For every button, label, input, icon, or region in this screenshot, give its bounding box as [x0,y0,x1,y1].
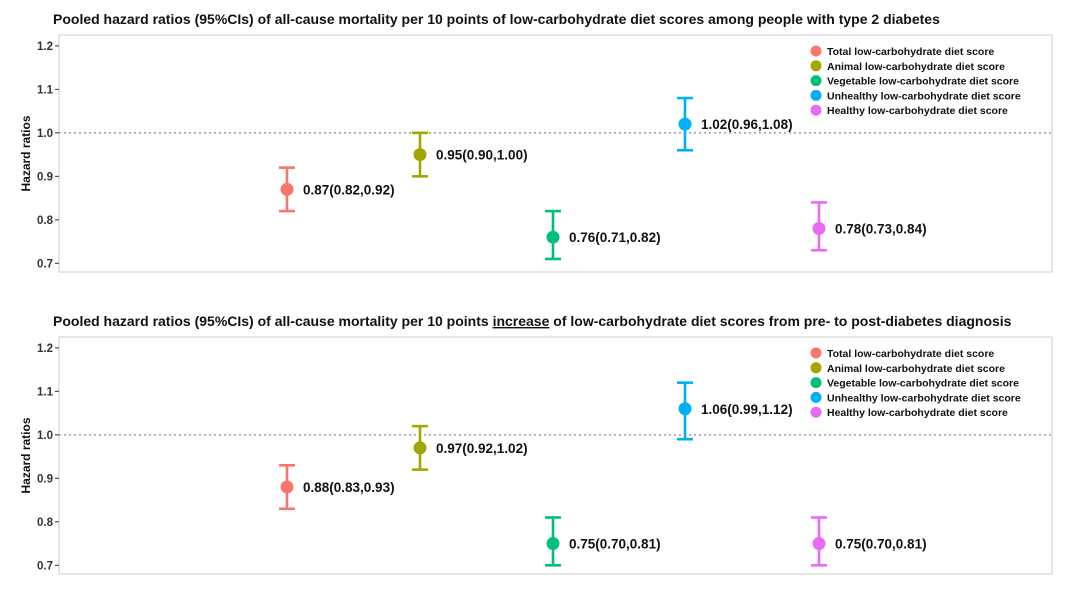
y-axis-label: Hazard ratios [19,115,33,191]
legend-marker [810,89,822,101]
estimate-2: 0.75(0.70,0.81) [545,516,661,567]
y-tick-label: 1.0 [37,128,53,140]
legend-marker [810,406,822,418]
y-tick-label: 0.7 [37,258,53,270]
point-estimate [546,230,560,244]
legend-entry: Animal low-carbohydrate diet score [827,363,1005,375]
point-estimate [678,402,692,416]
legend-entry: Unhealthy low-carbohydrate diet score [827,392,1021,404]
y-tick-label: 0.9 [37,171,53,183]
y-tick-label: 1.1 [37,386,54,398]
point-estimate [413,441,427,455]
legend-marker [810,362,822,374]
estimate-2: 0.76(0.71,0.82) [545,209,661,261]
legend-marker [810,75,822,87]
data-label: 0.87(0.82,0.92) [303,182,395,197]
y-tick-label: 1.2 [37,343,53,355]
chart-title-underlined: increase [493,313,550,329]
data-label: 1.02(0.96,1.08) [701,117,793,132]
data-label: 0.76(0.71,0.82) [569,230,661,245]
y-tick-label: 0.7 [37,560,53,572]
chart-title: Pooled hazard ratios (95%CIs) of all-cau… [53,11,940,27]
legend-entry: Animal low-carbohydrate diet score [827,61,1005,73]
legend-marker [810,45,822,57]
y-tick-label: 0.8 [37,517,54,529]
panel-score-increase: Pooled hazard ratios (95%CIs) of all-cau… [19,313,1053,575]
point-estimate [280,480,294,494]
legend-entry: Healthy low-carbohydrate diet score [827,105,1008,117]
legend-entry: Unhealthy low-carbohydrate diet score [827,90,1021,102]
point-estimate [678,117,692,131]
y-tick-label: 1.0 [37,430,53,442]
y-tick-label: 1.1 [37,84,54,96]
legend-entry: Total low-carbohydrate diet score [827,348,994,360]
point-estimate [812,222,826,236]
legend-marker [810,60,822,72]
legend-marker [810,347,822,359]
plot-frame [58,336,1053,575]
data-label: 0.75(0.70,0.81) [835,537,927,552]
point-estimate [812,537,826,551]
chart-title-part: Pooled hazard ratios (95%CIs) of all-cau… [53,11,940,27]
data-label: 0.97(0.92,1.02) [436,441,528,456]
y-tick-label: 1.2 [37,41,53,53]
data-label: 1.06(0.99,1.12) [701,402,793,417]
legend-marker [810,377,822,389]
point-estimate [413,148,427,162]
point-estimate [280,182,294,196]
estimate-3: 1.02(0.96,1.08) [677,96,793,152]
data-label: 0.95(0.90,1.00) [436,148,528,163]
y-tick-label: 0.8 [37,215,54,227]
estimate-1: 0.95(0.90,1.00) [412,131,528,178]
legend-marker [810,391,822,403]
estimate-4: 0.75(0.70,0.81) [811,516,927,567]
chart-title-part: of low-carbohydrate diet scores from pre… [549,313,1011,329]
chart-title-part: Pooled hazard ratios (95%CIs) of all-cau… [53,313,493,329]
estimate-4: 0.78(0.73,0.84) [811,201,927,252]
legend-entry: Vegetable low-carbohydrate diet score [827,378,1019,390]
estimate-0: 0.87(0.82,0.92) [279,166,395,213]
estimate-1: 0.97(0.92,1.02) [412,424,528,471]
estimate-3: 1.06(0.99,1.12) [677,381,793,441]
legend-marker [810,104,822,116]
data-label: 0.78(0.73,0.84) [835,222,927,237]
legend-entry: Healthy low-carbohydrate diet score [827,407,1008,419]
data-label: 0.75(0.70,0.81) [569,537,661,552]
plot-frame [58,34,1053,273]
chart-title: Pooled hazard ratios (95%CIs) of all-cau… [53,313,1012,329]
estimate-0: 0.88(0.83,0.93) [279,463,395,511]
point-estimate [546,537,560,551]
y-tick-label: 0.9 [37,473,53,485]
panel-all-cause-mortality: Pooled hazard ratios (95%CIs) of all-cau… [19,11,1053,273]
data-label: 0.88(0.83,0.93) [303,480,395,495]
legend-entry: Total low-carbohydrate diet score [827,46,994,58]
y-axis-label: Hazard ratios [19,417,33,493]
legend-entry: Vegetable low-carbohydrate diet score [827,76,1019,88]
